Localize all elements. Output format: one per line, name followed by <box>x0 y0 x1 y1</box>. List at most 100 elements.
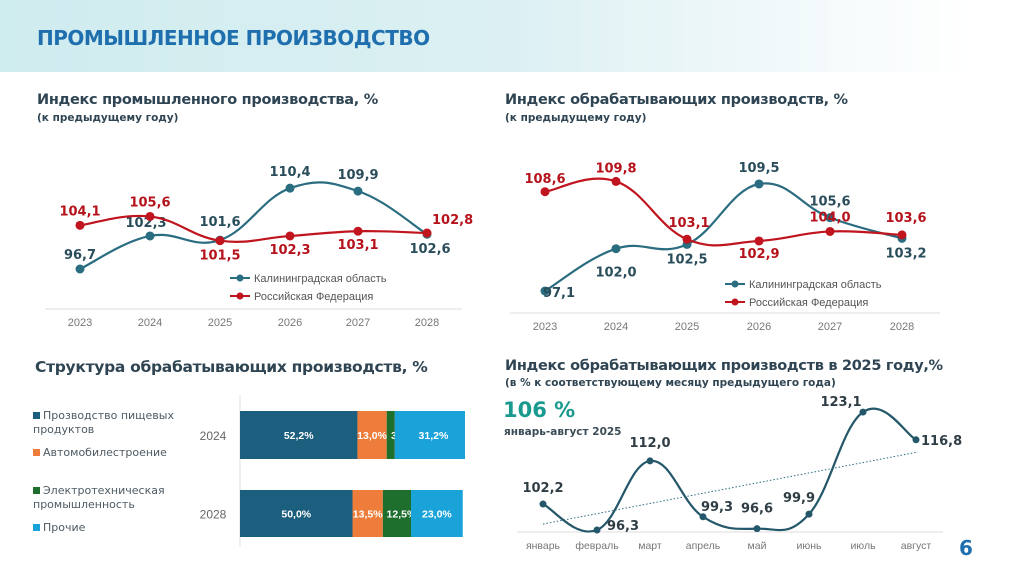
page-title: ПРОМЫШЛЕННОЕ ПРОИЗВОДСТВО <box>37 26 430 50</box>
data-label: 102,8 <box>432 213 473 228</box>
legend-food: Прозводство пищевых продуктов <box>33 409 193 437</box>
legend-electro: Электротехническая промышленность <box>33 484 183 512</box>
data-point <box>285 183 295 193</box>
legend-marker <box>731 280 739 288</box>
data-label: 96,6 <box>741 502 773 517</box>
bar-value-label: 13,5% <box>353 509 383 521</box>
data-point <box>897 230 907 240</box>
data-point <box>699 513 707 521</box>
legend-label: Российская Федерация <box>749 297 868 309</box>
bar-value-label: 12,5% <box>387 509 417 521</box>
legend-marker <box>236 274 244 282</box>
chart2-title: Индекс обрабатывающих производств, % <box>505 92 848 108</box>
bar-value-label: 31,2% <box>419 430 449 442</box>
data-point <box>422 228 432 238</box>
legend-auto: Автомобилестроение <box>33 446 193 460</box>
series-line-1 <box>544 177 903 247</box>
data-label: 96,3 <box>607 519 639 534</box>
data-point <box>825 226 835 236</box>
data-label: 102,5 <box>666 252 707 267</box>
chart1-title: Индекс промышленного производства, % <box>37 92 378 108</box>
x-tick-label: 2027 <box>346 317 370 329</box>
series-line-0 <box>542 407 917 533</box>
data-label: 96,7 <box>64 248 96 263</box>
legend-swatch <box>33 449 40 456</box>
x-tick-label: 2023 <box>68 317 92 329</box>
bar-segment <box>382 490 411 537</box>
data-label: 103,1 <box>337 238 378 253</box>
bar-segment <box>394 411 465 459</box>
data-label: 101,6 <box>199 215 240 230</box>
data-point <box>611 176 621 186</box>
bar-segment <box>240 411 358 459</box>
bar-segment <box>411 490 463 537</box>
data-point <box>805 510 813 518</box>
bar-category-label: 2028 <box>200 508 227 522</box>
x-tick-label: 2028 <box>415 317 439 329</box>
highlight-value: 106 % <box>503 398 576 422</box>
bar-segment <box>386 411 395 459</box>
data-label: 102,9 <box>738 247 779 262</box>
data-label: 99,9 <box>783 491 815 506</box>
x-tick-label: июнь <box>796 540 822 552</box>
trend-line <box>542 451 919 525</box>
x-tick-label: август <box>901 540 932 552</box>
x-tick-label: 2028 <box>890 321 914 333</box>
x-tick-label: январь <box>526 540 561 552</box>
data-point <box>145 211 155 221</box>
data-label: 104,0 <box>809 210 850 225</box>
x-tick-label: май <box>748 540 767 552</box>
x-tick-label: февраль <box>575 540 619 552</box>
data-point <box>285 231 295 241</box>
data-label: 112,0 <box>629 436 670 451</box>
data-label: 123,1 <box>820 395 861 410</box>
data-label: 109,9 <box>337 168 378 183</box>
chart4-subtitle: (в % к соответствующему месяцу предыдуще… <box>505 377 836 389</box>
x-tick-label: 2025 <box>208 317 232 329</box>
series-line-1 <box>79 214 428 243</box>
data-label: 102,2 <box>522 481 563 496</box>
legend-swatch <box>33 524 40 531</box>
data-point <box>646 457 654 465</box>
legend-label: Прозводство пищевых продуктов <box>33 409 174 436</box>
x-tick-label: 2027 <box>818 321 842 333</box>
x-tick-label: 2023 <box>533 321 557 333</box>
legend-label: Прочие <box>43 521 86 534</box>
chart1-subtitle: (к предыдущему году) <box>37 112 179 124</box>
data-label: 101,5 <box>199 249 240 264</box>
legend-label: Электротехническая промышленность <box>33 484 165 511</box>
data-point <box>912 436 920 444</box>
data-point <box>593 526 601 534</box>
data-point <box>682 234 692 244</box>
data-label: 105,6 <box>129 195 170 210</box>
page-number: 6 <box>959 536 973 560</box>
data-label: 102,6 <box>409 242 450 257</box>
header-band <box>0 0 1024 72</box>
legend-label: Калининградская область <box>749 279 882 291</box>
bar-segment <box>240 490 353 537</box>
data-label: 103,6 <box>885 211 926 226</box>
legend-swatch <box>33 412 40 419</box>
data-label: 97,1 <box>543 286 575 301</box>
data-point <box>75 220 85 230</box>
data-label: 109,5 <box>738 161 779 176</box>
data-point <box>540 286 550 296</box>
data-label: 102,3 <box>125 216 166 231</box>
bar-segment <box>357 411 387 459</box>
legend-label: Автомобилестроение <box>43 446 167 459</box>
chart3-title: Структура обрабатывающих производств, % <box>35 358 428 376</box>
legend-label: Калининградская область <box>254 273 387 285</box>
legend-marker <box>236 292 244 300</box>
data-label: 102,0 <box>595 266 636 281</box>
data-point <box>859 408 867 416</box>
data-point <box>353 186 363 196</box>
data-point <box>353 226 363 236</box>
legend-swatch <box>33 487 40 494</box>
data-label: 103,1 <box>668 216 709 231</box>
data-point <box>75 264 85 274</box>
x-tick-label: март <box>638 540 662 552</box>
x-tick-label: 2026 <box>278 317 302 329</box>
data-point <box>539 500 547 508</box>
x-tick-label: 2026 <box>747 321 771 333</box>
